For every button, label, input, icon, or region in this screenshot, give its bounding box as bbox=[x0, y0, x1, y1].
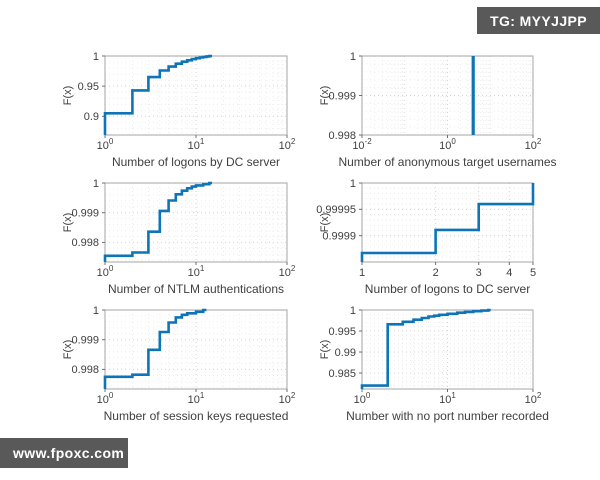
svg-text:0.9: 0.9 bbox=[84, 111, 99, 123]
svg-text:5: 5 bbox=[530, 267, 536, 279]
svg-text:100: 100 bbox=[354, 391, 371, 406]
svg-text:0.95: 0.95 bbox=[78, 81, 99, 93]
svg-text:102: 102 bbox=[525, 391, 542, 406]
svg-text:0.998: 0.998 bbox=[71, 364, 99, 376]
svg-text:1: 1 bbox=[350, 51, 356, 63]
subplot-logons-by-dc-server: 100 101 102 0.9 0.95 1 F(x) Number of logons by… bbox=[40, 45, 300, 172]
ecdf-chart-session-keys-requested: 100 101 102 0.998 0.999 1 F(x) Number of sessio… bbox=[62, 305, 296, 423]
svg-text:1: 1 bbox=[93, 305, 99, 317]
svg-text:102: 102 bbox=[279, 264, 296, 279]
svg-text:4: 4 bbox=[506, 267, 512, 279]
watermark-badge-bottom-left: www.fpoxc.com bbox=[0, 438, 128, 468]
svg-text:Number of NTLM authentications: Number of NTLM authentications bbox=[108, 282, 284, 296]
svg-text:0.99: 0.99 bbox=[335, 347, 356, 359]
svg-text:1: 1 bbox=[350, 305, 356, 317]
svg-text:Number of session keys request: Number of session keys requested bbox=[104, 409, 289, 423]
ecdf-chart-ntlm-authentications: 100 101 102 0.998 0.999 1 F(x) Number of NTLM a… bbox=[62, 178, 296, 296]
svg-text:0.999: 0.999 bbox=[71, 334, 99, 346]
svg-text:0.998: 0.998 bbox=[328, 130, 356, 142]
svg-text:0.999: 0.999 bbox=[328, 90, 356, 102]
svg-text:F(x): F(x) bbox=[319, 86, 331, 106]
svg-text:0.985: 0.985 bbox=[328, 368, 356, 380]
svg-text:100: 100 bbox=[97, 137, 114, 152]
ecdf-chart-logons-to-dc-server: 1 2 3 4 5 0.9999 0.99995 1 F(x) Number of logons … bbox=[316, 178, 536, 296]
svg-text:101: 101 bbox=[439, 391, 456, 406]
svg-text:F(x): F(x) bbox=[62, 213, 74, 233]
subplot-logons-to-dc-server: 1 2 3 4 5 0.9999 0.99995 1 F(x) Number of logons … bbox=[296, 172, 556, 299]
watermark-text-tg: TG: MYYJJPP bbox=[490, 12, 587, 29]
svg-text:102: 102 bbox=[279, 137, 296, 152]
svg-text:101: 101 bbox=[188, 137, 205, 152]
svg-text:F(x): F(x) bbox=[62, 340, 74, 360]
svg-text:F(x): F(x) bbox=[319, 213, 331, 233]
subplot-ntlm-authentications: 100 101 102 0.998 0.999 1 F(x) Number of NTLM a… bbox=[40, 172, 300, 299]
svg-text:102: 102 bbox=[525, 137, 542, 152]
svg-text:Number of anonymous target use: Number of anonymous target usernames bbox=[338, 155, 556, 169]
svg-text:1: 1 bbox=[93, 178, 99, 190]
ecdf-chart-logons-by-dc-server: 100 101 102 0.9 0.95 1 F(x) Number of logons by… bbox=[62, 51, 296, 169]
svg-text:0.999: 0.999 bbox=[71, 207, 99, 219]
subplot-anonymous-target-usernames: 10-2 100 102 0.998 0.999 1 F(x) Number of anony… bbox=[296, 45, 556, 172]
svg-text:Number of logons to DC server: Number of logons to DC server bbox=[365, 282, 530, 296]
svg-text:100: 100 bbox=[97, 391, 114, 406]
watermark-text-url: www.fpoxc.com bbox=[13, 445, 125, 461]
svg-text:0.998: 0.998 bbox=[71, 237, 99, 249]
ecdf-chart-no-port-number-recorded: 100 101 102 0.985 0.99 0.995 1 F(x) Number with … bbox=[319, 305, 549, 423]
svg-text:0.995: 0.995 bbox=[328, 326, 356, 338]
svg-text:F(x): F(x) bbox=[319, 340, 331, 360]
svg-text:100: 100 bbox=[439, 137, 456, 152]
svg-text:102: 102 bbox=[279, 391, 296, 406]
svg-text:101: 101 bbox=[188, 264, 205, 279]
svg-text:F(x): F(x) bbox=[62, 86, 74, 106]
svg-text:101: 101 bbox=[188, 391, 205, 406]
svg-text:100: 100 bbox=[97, 264, 114, 279]
svg-text:Number of logons by DC server: Number of logons by DC server bbox=[112, 155, 280, 169]
svg-text:1: 1 bbox=[359, 267, 365, 279]
svg-text:1: 1 bbox=[350, 178, 356, 190]
watermark-badge-top-right: TG: MYYJJPP bbox=[477, 7, 600, 34]
subplot-session-keys-requested: 100 101 102 0.998 0.999 1 F(x) Number of sessio… bbox=[40, 299, 300, 426]
svg-text:0.9999: 0.9999 bbox=[322, 230, 356, 242]
svg-text:2: 2 bbox=[433, 267, 439, 279]
svg-text:0.99995: 0.99995 bbox=[316, 204, 356, 216]
svg-text:Number with no port number rec: Number with no port number recorded bbox=[346, 409, 549, 423]
subplot-no-port-number-recorded: 100 101 102 0.985 0.99 0.995 1 F(x) Number with … bbox=[296, 299, 556, 426]
svg-text:1: 1 bbox=[93, 51, 99, 63]
svg-text:3: 3 bbox=[476, 267, 482, 279]
